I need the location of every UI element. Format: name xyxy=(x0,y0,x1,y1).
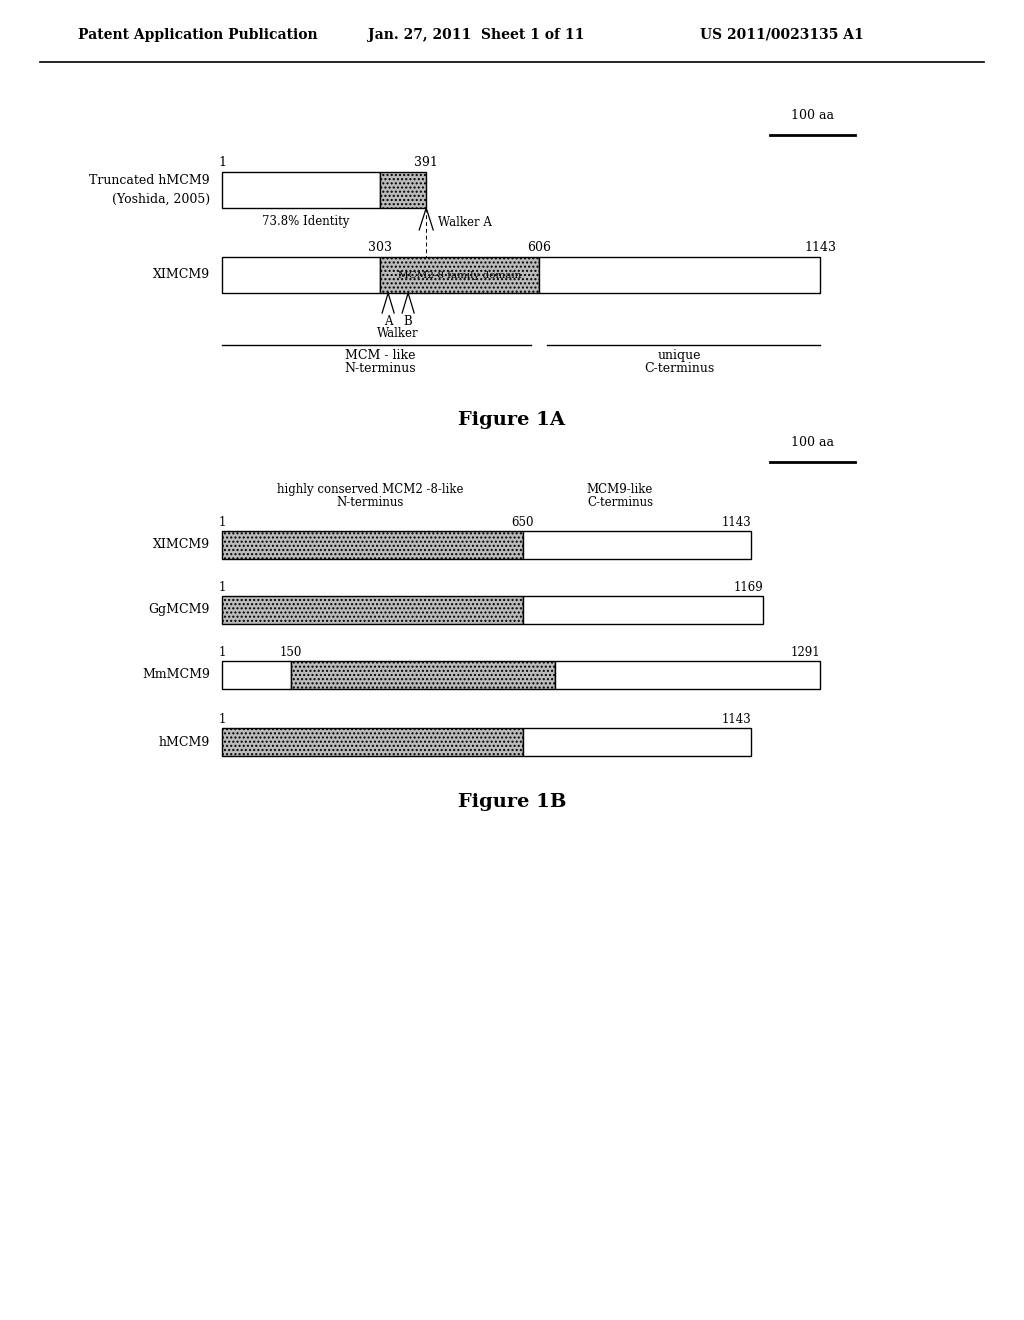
Text: GgMCM9: GgMCM9 xyxy=(148,603,210,616)
Text: Figure 1A: Figure 1A xyxy=(459,411,565,429)
Text: N-terminus: N-terminus xyxy=(336,496,403,510)
Text: C-terminus: C-terminus xyxy=(644,362,715,375)
Bar xyxy=(523,729,752,756)
Text: C-terminus: C-terminus xyxy=(587,496,653,510)
Text: Walker A: Walker A xyxy=(438,215,493,228)
Text: Figure 1B: Figure 1B xyxy=(458,793,566,810)
Text: 1: 1 xyxy=(218,581,225,594)
Text: 1: 1 xyxy=(218,156,226,169)
Text: US 2011/0023135 A1: US 2011/0023135 A1 xyxy=(700,28,864,42)
Bar xyxy=(222,172,380,209)
Bar xyxy=(222,257,380,293)
Text: 1: 1 xyxy=(218,645,225,659)
Bar xyxy=(539,257,820,293)
Text: (Yoshida, 2005): (Yoshida, 2005) xyxy=(112,193,210,206)
Text: 1143: 1143 xyxy=(804,242,836,253)
Text: Patent Application Publication: Patent Application Publication xyxy=(78,28,317,42)
Text: hMCM9: hMCM9 xyxy=(159,735,210,748)
Text: 1169: 1169 xyxy=(733,581,764,594)
Text: Jan. 27, 2011  Sheet 1 of 11: Jan. 27, 2011 Sheet 1 of 11 xyxy=(368,28,585,42)
Text: 1: 1 xyxy=(218,516,225,529)
Bar xyxy=(222,729,523,756)
Text: Walker: Walker xyxy=(377,327,419,341)
Text: 650: 650 xyxy=(512,516,535,529)
Text: XIMCM9: XIMCM9 xyxy=(153,539,210,552)
Bar xyxy=(222,661,291,689)
Bar xyxy=(222,531,523,558)
Text: highly conserved MCM2 -8-like: highly conserved MCM2 -8-like xyxy=(276,483,463,496)
Text: MCM9-like: MCM9-like xyxy=(587,483,653,496)
Text: B: B xyxy=(403,315,413,327)
Text: 1143: 1143 xyxy=(722,713,752,726)
Text: 73.8% Identity: 73.8% Identity xyxy=(262,215,349,228)
Text: MmMCM9: MmMCM9 xyxy=(142,668,210,681)
Text: 606: 606 xyxy=(526,242,551,253)
Bar xyxy=(523,531,752,558)
Text: 1291: 1291 xyxy=(791,645,820,659)
Text: 1143: 1143 xyxy=(722,516,752,529)
Text: 391: 391 xyxy=(415,156,438,169)
Text: 303: 303 xyxy=(369,242,392,253)
Bar xyxy=(555,661,820,689)
Text: 100 aa: 100 aa xyxy=(791,110,834,121)
Text: MCM2-8 family domain: MCM2-8 family domain xyxy=(397,271,521,280)
Text: N-terminus: N-terminus xyxy=(345,362,416,375)
Text: A: A xyxy=(384,315,392,327)
Text: Truncated hMCM9: Truncated hMCM9 xyxy=(89,174,210,187)
Bar xyxy=(222,597,523,624)
Bar xyxy=(380,172,426,209)
Bar xyxy=(523,597,764,624)
Text: 100 aa: 100 aa xyxy=(791,436,834,449)
Text: unique: unique xyxy=(657,348,701,362)
Text: 150: 150 xyxy=(280,645,302,659)
Text: XIMCM9: XIMCM9 xyxy=(153,268,210,281)
Text: MCM - like: MCM - like xyxy=(345,348,416,362)
Text: 1: 1 xyxy=(218,713,225,726)
Bar xyxy=(291,661,555,689)
Bar xyxy=(380,257,539,293)
